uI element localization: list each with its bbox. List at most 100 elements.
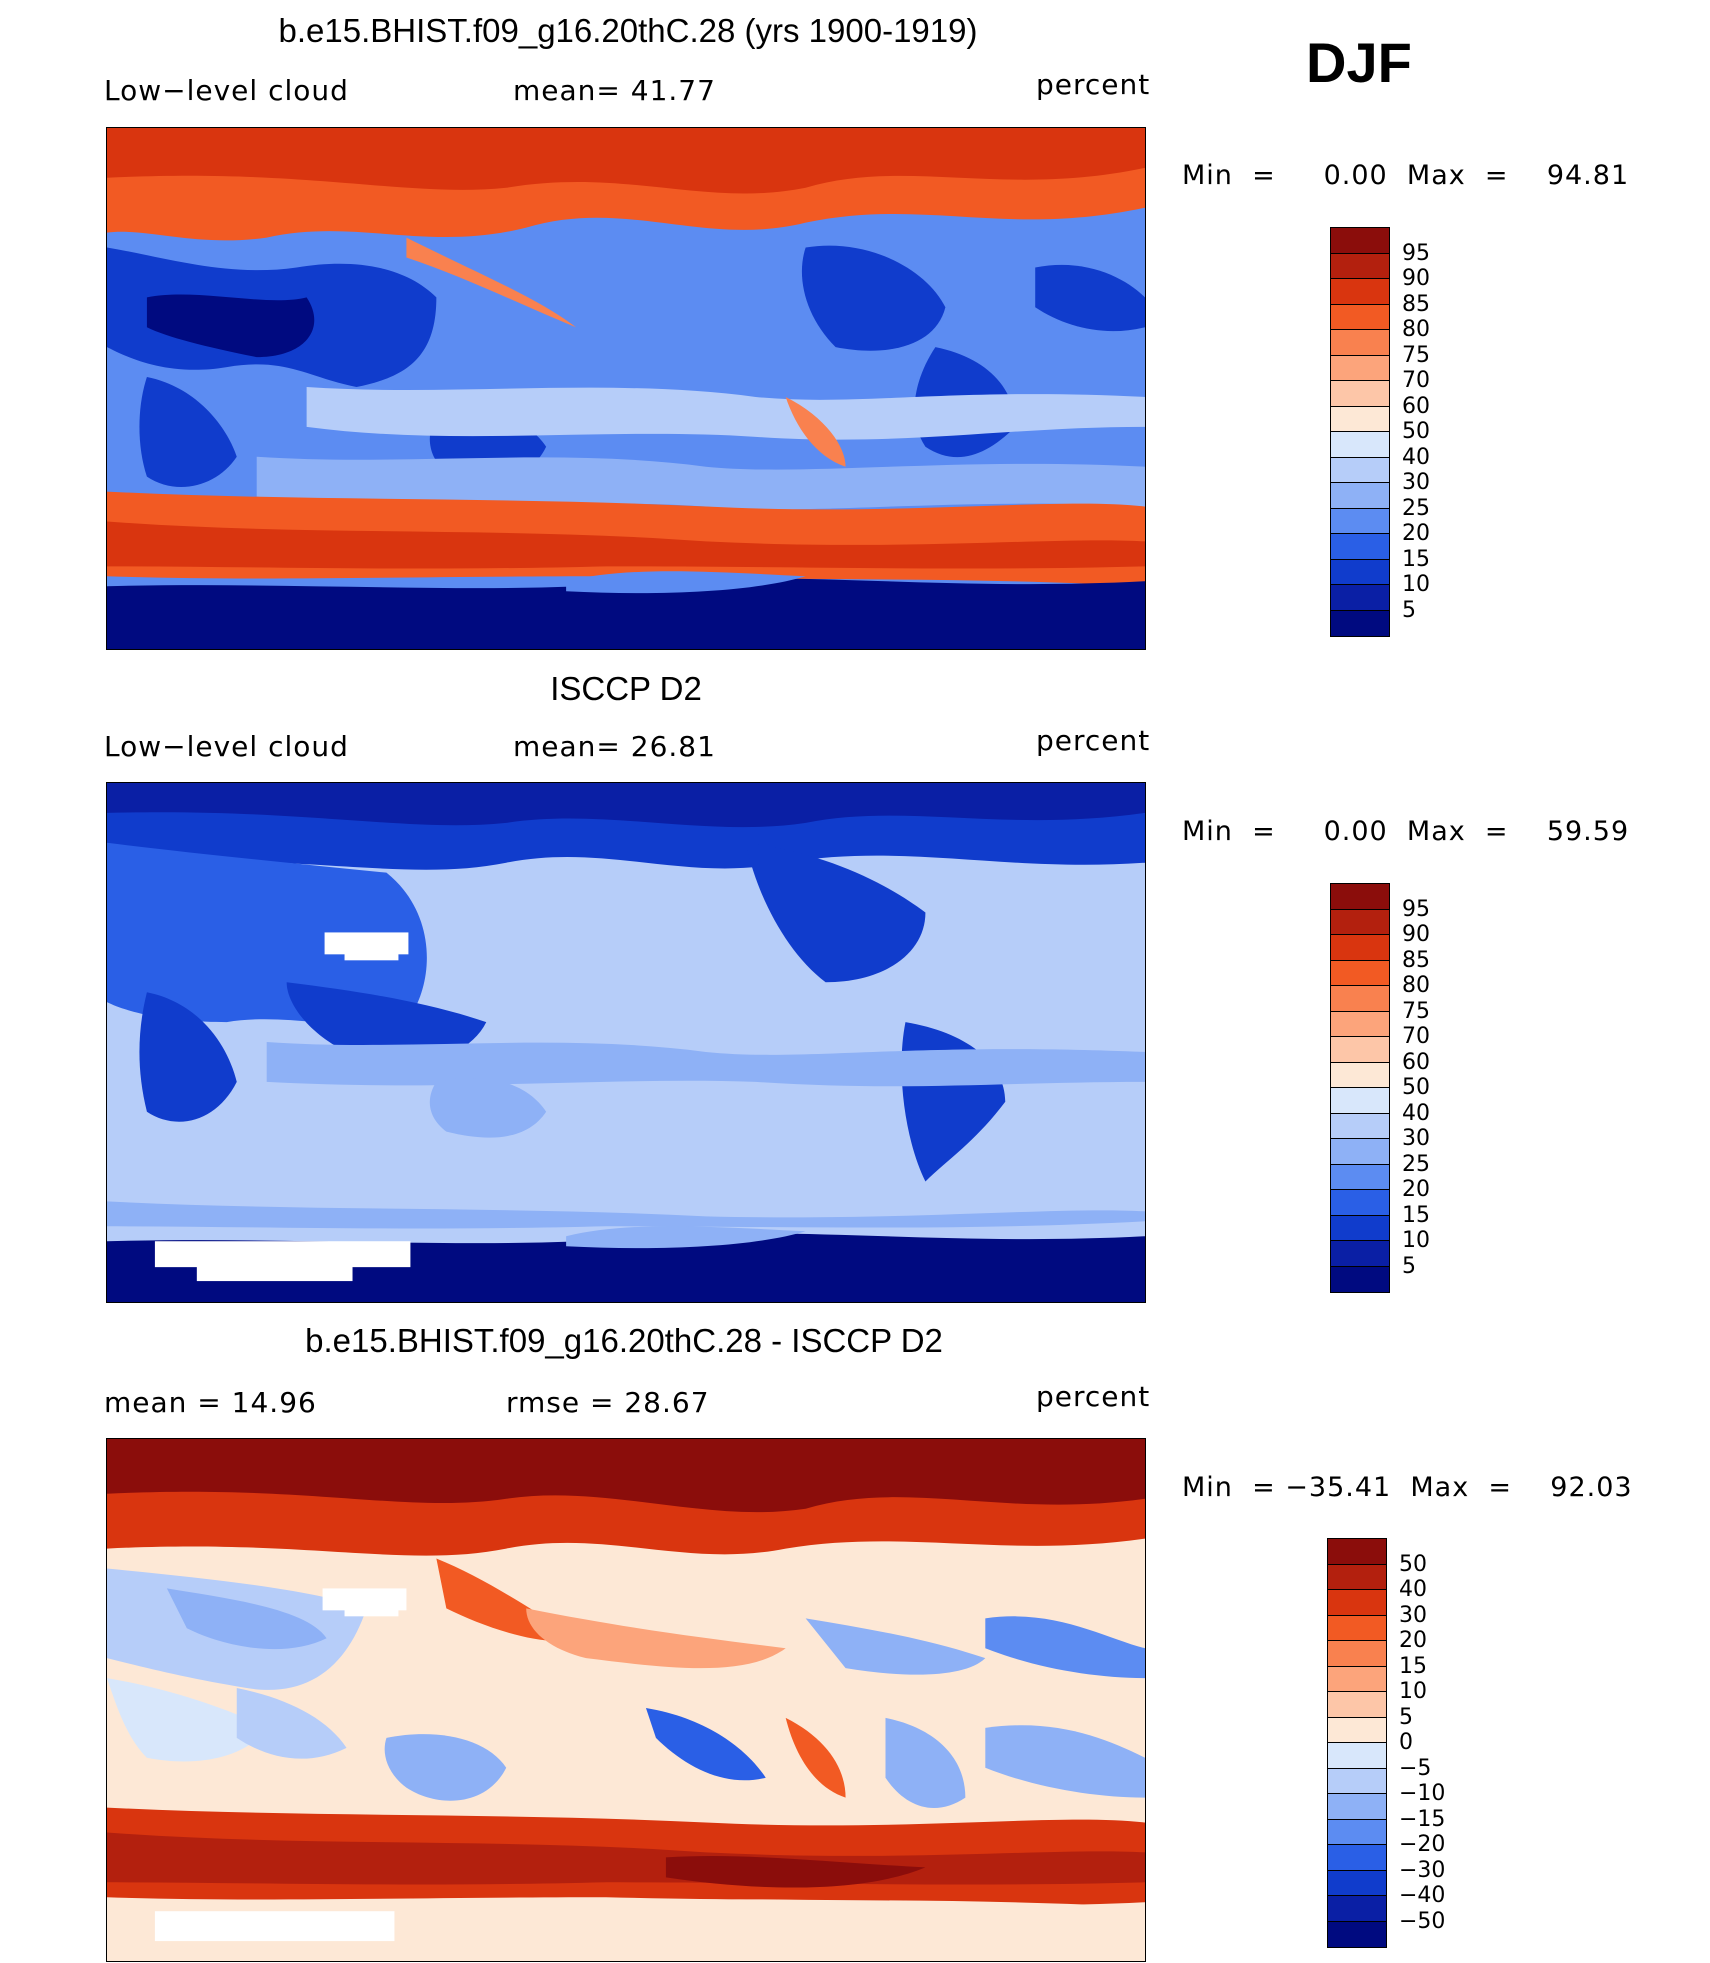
colorbar-tick-label: −30 (1399, 1857, 1446, 1883)
colorbar-swatch (1331, 1113, 1389, 1139)
colorbar-swatch (1328, 1870, 1386, 1896)
panel-1-minmax: Min = 0.00 Max = 94.81 (1182, 160, 1630, 191)
colorbar-swatch (1328, 1564, 1386, 1590)
colorbar-swatch (1331, 585, 1389, 611)
colorbar-swatch (1328, 1819, 1386, 1845)
colorbar-swatch (1328, 1615, 1386, 1641)
panel-3-title: b.e15.BHIST.f09_g16.20thC.28 - ISCCP D2 (305, 1322, 943, 1359)
colorbar-swatch (1331, 406, 1389, 432)
colorbar-tick-label: 40 (1402, 1100, 1430, 1126)
panel-2-title: ISCCP D2 (550, 670, 702, 707)
panel-1-units-label: percent (1036, 68, 1151, 101)
panel-3-rmse-label: rmse = 28.67 (506, 1386, 710, 1419)
colorbar-tick-label: 75 (1402, 342, 1430, 368)
colorbar-tick-label: 70 (1402, 1024, 1430, 1049)
colorbar-swatch (1331, 1139, 1389, 1165)
colorbar-tick-label: 5 (1402, 597, 1416, 623)
colorbar-swatch (1331, 935, 1389, 961)
colorbar-swatch (1328, 1921, 1386, 1947)
colorbar-tick-label: 15 (1402, 546, 1430, 572)
colorbar-swatch (1331, 884, 1389, 910)
colorbar-swatch (1331, 534, 1389, 560)
colorbar-swatch (1331, 1266, 1389, 1292)
colorbar-swatch (1331, 508, 1389, 534)
colorbar-tick-label: 80 (1402, 973, 1430, 998)
colorbar-tick-label: 95 (1402, 240, 1430, 266)
colorbar-tick-label: 60 (1402, 393, 1430, 419)
colorbar-swatch (1328, 1641, 1386, 1667)
panel-2-map (106, 782, 1146, 1303)
colorbar-swatch (1331, 330, 1389, 356)
colorbar-tick-label: −5 (1399, 1755, 1432, 1781)
panel-3-minmax: Min = −35.41 Max = 92.03 (1182, 1472, 1633, 1503)
colorbar-swatch (1328, 1845, 1386, 1871)
colorbar-tick-label: 40 (1399, 1577, 1427, 1602)
colorbar-swatch (1331, 610, 1389, 636)
colorbar-swatch (1331, 909, 1389, 935)
panel-2-mean-label: mean= 26.81 (513, 730, 716, 763)
colorbar-tick-label: 30 (1399, 1602, 1427, 1628)
colorbar-swatch (1331, 381, 1389, 407)
colorbar-tick-label: −40 (1399, 1883, 1446, 1908)
colorbar-tick-label: 5 (1399, 1704, 1413, 1730)
colorbar-swatch (1328, 1666, 1386, 1692)
colorbar-tick-label: 15 (1399, 1653, 1427, 1679)
colorbar-swatch (1331, 279, 1389, 305)
colorbar-tick-label: 85 (1402, 291, 1430, 317)
colorbar-swatch (1331, 1164, 1389, 1190)
colorbar-swatch (1331, 1088, 1389, 1114)
colorbar-tick-label: 10 (1399, 1679, 1427, 1704)
colorbar-tick-label: 10 (1402, 572, 1430, 597)
panel-2-colorbar (1330, 883, 1390, 1293)
colorbar-swatch (1328, 1717, 1386, 1743)
colorbar-tick-label: 50 (1402, 419, 1430, 444)
colorbar-tick-label: 95 (1402, 896, 1430, 922)
colorbar-tick-label: 25 (1402, 495, 1430, 521)
colorbar-tick-label: 60 (1402, 1049, 1430, 1075)
colorbar-tick-label: 75 (1402, 998, 1430, 1024)
colorbar-tick-label: 80 (1402, 317, 1430, 342)
colorbar-swatch (1331, 986, 1389, 1012)
colorbar-tick-label: 30 (1402, 1126, 1430, 1151)
colorbar-tick-label: 90 (1402, 266, 1430, 291)
panel-1-map (106, 127, 1146, 650)
colorbar-tick-label: 50 (1402, 1075, 1430, 1100)
colorbar-swatch (1331, 1062, 1389, 1088)
panel-1-colorbar (1330, 227, 1390, 637)
panel-2-variable-label: Low−level cloud (104, 730, 349, 763)
colorbar-tick-label: 25 (1402, 1151, 1430, 1177)
panel-3-colorbar (1327, 1538, 1387, 1948)
colorbar-tick-label: 20 (1402, 1177, 1430, 1202)
colorbar-tick-label: 40 (1402, 444, 1430, 470)
colorbar-tick-label: 70 (1402, 368, 1430, 393)
colorbar-tick-label: 15 (1402, 1202, 1430, 1228)
colorbar-tick-label: 20 (1399, 1628, 1427, 1653)
colorbar-swatch (1328, 1590, 1386, 1616)
panel-1-variable-label: Low−level cloud (104, 74, 349, 107)
panel-2-units-label: percent (1036, 724, 1151, 757)
colorbar-swatch (1331, 355, 1389, 381)
colorbar-swatch (1331, 483, 1389, 509)
colorbar-swatch (1331, 228, 1389, 254)
colorbar-swatch (1331, 1011, 1389, 1037)
colorbar-swatch (1328, 1794, 1386, 1820)
colorbar-tick-label: 10 (1402, 1228, 1430, 1253)
colorbar-swatch (1331, 1037, 1389, 1063)
colorbar-swatch (1331, 960, 1389, 986)
season-label: DJF (1306, 31, 1412, 94)
colorbar-swatch (1331, 1241, 1389, 1267)
colorbar-swatch (1328, 1896, 1386, 1922)
colorbar-swatch (1328, 1743, 1386, 1769)
colorbar-tick-label: 5 (1402, 1253, 1416, 1279)
colorbar-swatch (1328, 1768, 1386, 1794)
panel-3-mean-label: mean = 14.96 (104, 1386, 317, 1419)
colorbar-swatch (1331, 432, 1389, 458)
panel-1-mean-label: mean= 41.77 (513, 74, 716, 107)
colorbar-swatch (1331, 1215, 1389, 1241)
colorbar-tick-label: −15 (1399, 1806, 1446, 1832)
colorbar-tick-label: 50 (1399, 1551, 1427, 1577)
colorbar-swatch (1331, 304, 1389, 330)
colorbar-tick-label: 20 (1402, 521, 1430, 546)
colorbar-tick-label: −50 (1399, 1908, 1446, 1934)
panel-2-minmax: Min = 0.00 Max = 59.59 (1182, 816, 1630, 847)
